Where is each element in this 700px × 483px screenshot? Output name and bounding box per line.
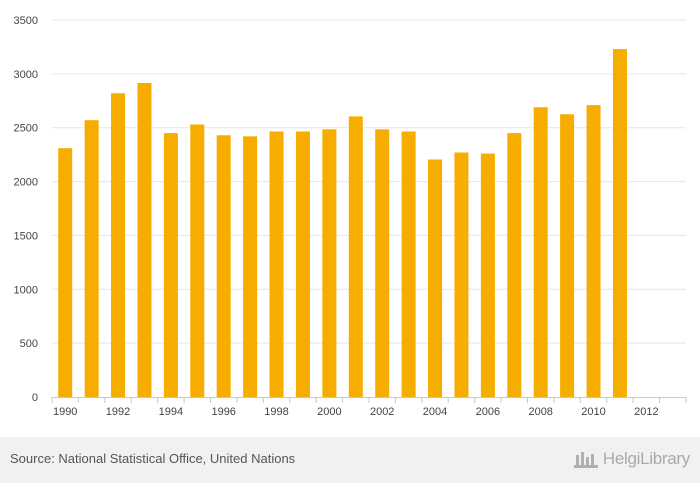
bar-1994[interactable] xyxy=(163,133,178,397)
bar-2003[interactable] xyxy=(401,131,416,397)
bar-1990[interactable] xyxy=(58,148,73,397)
x-tick-label: 1996 xyxy=(211,406,235,418)
x-tick-label: 2008 xyxy=(528,406,552,418)
x-tick-label: 1994 xyxy=(159,406,183,418)
x-tick-label: 2002 xyxy=(370,406,394,418)
x-tick-label: 2012 xyxy=(634,406,658,418)
brand-logo[interactable]: HelgiLibrary xyxy=(573,447,690,471)
bar-2002[interactable] xyxy=(375,129,390,397)
x-tick-label: 2000 xyxy=(317,406,341,418)
bar-1997[interactable] xyxy=(243,136,258,397)
bar-1995[interactable] xyxy=(190,124,205,398)
bar-2006[interactable] xyxy=(480,153,495,397)
y-tick-label: 2000 xyxy=(14,177,38,189)
library-icon xyxy=(573,452,598,468)
bars xyxy=(58,49,627,398)
bar-2000[interactable] xyxy=(322,129,337,397)
axes xyxy=(51,397,687,403)
y-tick-label: 0 xyxy=(32,392,38,404)
bar-1992[interactable] xyxy=(111,93,126,397)
y-tick-label: 3500 xyxy=(14,15,38,27)
y-tick-label: 2500 xyxy=(14,123,38,135)
brand-name: HelgiLibrary xyxy=(602,449,690,468)
bar-2010[interactable] xyxy=(586,105,601,397)
bar-1996[interactable] xyxy=(216,135,231,398)
bar-1999[interactable] xyxy=(295,131,310,397)
y-tick-labels: 0 500 1000 1500 2000 2500 3000 3500 xyxy=(14,15,38,404)
x-tick-label: 2006 xyxy=(476,406,500,418)
source-text: Source: National Statistical Office, Uni… xyxy=(10,451,296,466)
bar-2008[interactable] xyxy=(533,107,548,398)
bar-2011[interactable] xyxy=(612,49,627,397)
x-tick-label: 1992 xyxy=(106,406,130,418)
bar-1993[interactable] xyxy=(137,83,152,398)
bar-1998[interactable] xyxy=(269,131,284,397)
x-tick-labels: 1990 1992 1994 1996 1998 2000 2002 2004 2006 2008… xyxy=(53,406,659,418)
x-tick-label: 1990 xyxy=(53,406,77,418)
bar-2007[interactable] xyxy=(507,133,522,397)
y-tick-label: 3000 xyxy=(14,69,38,81)
bar-2001[interactable] xyxy=(348,116,363,397)
x-tick-label: 2010 xyxy=(581,406,605,418)
y-tick-label: 500 xyxy=(20,338,38,350)
bar-2009[interactable] xyxy=(560,114,575,397)
chart-footer: Source: National Statistical Office, Uni… xyxy=(0,437,700,483)
bar-1991[interactable] xyxy=(84,120,99,397)
x-tick-label: 1998 xyxy=(264,406,288,418)
bar-2005[interactable] xyxy=(454,152,469,397)
y-tick-label: 1000 xyxy=(14,284,38,296)
bar-2004[interactable] xyxy=(428,159,443,397)
x-tick-label: 2004 xyxy=(423,406,447,418)
y-tick-label: 1500 xyxy=(14,230,38,242)
gridlines xyxy=(52,19,686,344)
